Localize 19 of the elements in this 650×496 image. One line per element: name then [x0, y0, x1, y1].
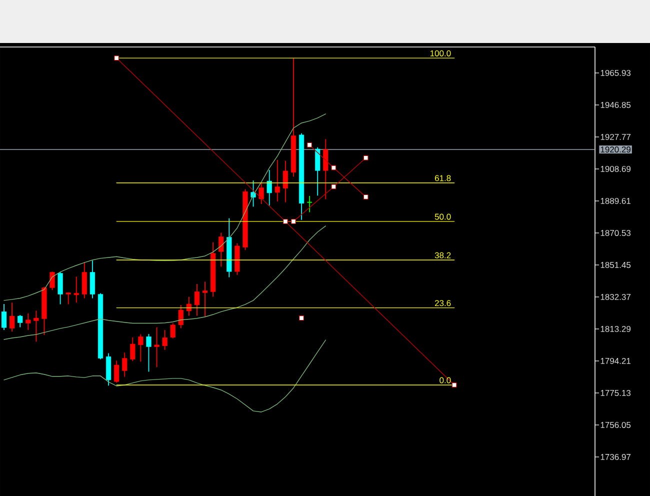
series-label: 61.8 — [434, 175, 451, 182]
y-tick-label: 1889.61 — [600, 198, 631, 204]
y-tick-label: 1813.29 — [600, 326, 631, 332]
y-tick-label: 1736.97 — [600, 454, 630, 460]
ref-line-label: 1920.29 — [600, 146, 631, 152]
series-label: 50.0 — [434, 214, 451, 220]
series-label: 38.2 — [434, 252, 451, 258]
y-tick-label: 1775.13 — [600, 390, 631, 396]
y-tick-label: 1870.53 — [600, 230, 631, 236]
series-label: 100.0 — [430, 50, 451, 56]
y-tick-label: 1908.69 — [600, 166, 631, 172]
y-tick-label: 1965.93 — [600, 70, 631, 76]
y-tick-label: 1832.37 — [600, 294, 630, 300]
series-label: 23.6 — [434, 300, 451, 306]
y-tick-label: 1851.45 — [600, 262, 631, 268]
y-tick-label: 1946.85 — [600, 102, 631, 108]
y-tick-label: 1794.21 — [600, 358, 631, 364]
y-tick-label: 1756.05 — [600, 422, 631, 428]
y-tick-label: 1927.77 — [600, 134, 630, 140]
